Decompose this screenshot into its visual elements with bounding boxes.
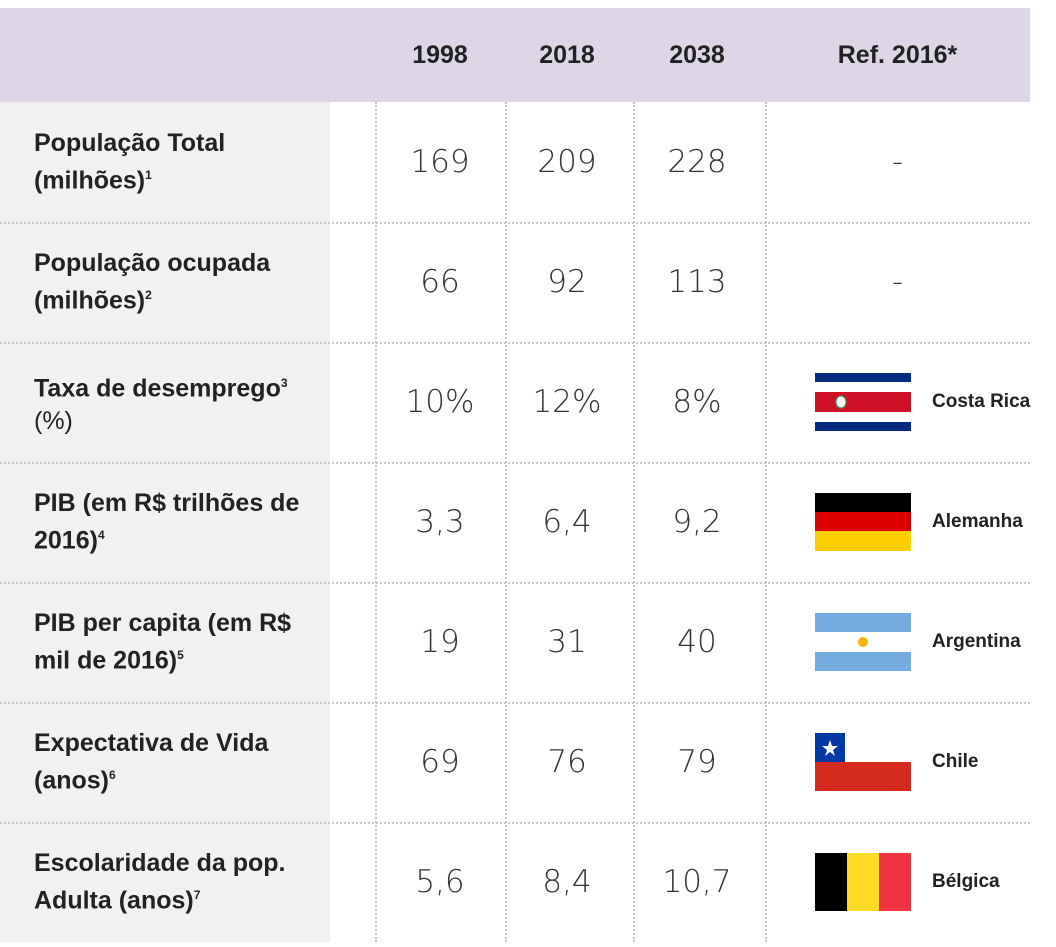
- label-text: População ocupada (milhões)2: [34, 247, 324, 316]
- column-divider: [375, 102, 377, 942]
- header-bg: [0, 8, 1030, 102]
- ref-country: Bélgica: [932, 871, 1000, 892]
- flag: [815, 493, 911, 551]
- cell-value: 40: [677, 624, 717, 660]
- row-label: Escolaridade da pop. Adulta (anos)7: [34, 822, 324, 942]
- footnote: 1: [145, 168, 152, 183]
- label-text: Escolaridade da pop. Adulta (anos)7: [34, 847, 324, 916]
- label-main: Expectativa de Vida (anos): [34, 729, 269, 795]
- label-text: PIB (em R$ trilhões de 2016)4: [34, 487, 324, 556]
- header-cell: Ref. 2016*: [837, 40, 958, 69]
- label-main: População Total (milhões): [34, 129, 226, 195]
- header-cell: 2018: [539, 40, 595, 69]
- cell-value: 8%: [672, 384, 722, 420]
- ref-country: Costa Rica: [932, 391, 1031, 412]
- ref-country: Chile: [932, 751, 979, 772]
- header-cell: 1998: [412, 40, 468, 69]
- footnote: 5: [177, 648, 184, 663]
- cell-value: 31: [547, 624, 587, 660]
- cell-value: 79: [677, 744, 717, 780]
- cell-value: 9,2: [672, 504, 722, 540]
- column-divider: [765, 102, 767, 942]
- label-main: PIB per capita (em R$ mil de 2016): [34, 609, 292, 675]
- ref-country: Alemanha: [932, 511, 1023, 532]
- label-unit: (%): [34, 406, 73, 435]
- cell-value: 69: [420, 744, 460, 780]
- cell-value: 209: [537, 144, 597, 180]
- cell-value: 10,7: [662, 864, 732, 900]
- label-main: Escolaridade da pop. Adulta (anos): [34, 849, 286, 915]
- row-divider: [0, 342, 1030, 344]
- row-label: Taxa de desemprego3 (%): [34, 342, 324, 462]
- row-label: Expectativa de Vida (anos)6: [34, 702, 324, 822]
- cell-value: 6,4: [542, 504, 592, 540]
- flag: [815, 613, 911, 671]
- row-label: População Total (milhões)1: [34, 102, 324, 222]
- footnote: 7: [193, 888, 201, 903]
- cell-value: 10%: [405, 384, 475, 420]
- cell-value: 113: [667, 264, 727, 300]
- footnote: 2: [145, 288, 152, 303]
- cell-value: 76: [547, 744, 587, 780]
- label-text: Taxa de desemprego3 (%): [34, 367, 324, 436]
- cell-value: 92: [547, 264, 587, 300]
- label-main: População ocupada (milhões): [34, 249, 271, 315]
- label-main: Taxa de desemprego: [34, 374, 281, 403]
- ref-country: -: [891, 264, 904, 300]
- row-divider: [0, 582, 1030, 584]
- label-text: Expectativa de Vida (anos)6: [34, 727, 324, 796]
- row-label: População ocupada (milhões)2: [34, 222, 324, 342]
- footnote: 6: [109, 768, 116, 783]
- column-divider: [505, 102, 507, 942]
- cell-value: 8,4: [542, 864, 592, 900]
- row-divider: [0, 822, 1030, 824]
- label-column-bg: [0, 102, 330, 942]
- cell-value: 66: [420, 264, 460, 300]
- flag: [815, 373, 911, 431]
- cell-value: 3,3: [415, 504, 465, 540]
- header-cell: 2038: [669, 40, 725, 69]
- row-divider: [0, 462, 1030, 464]
- label-text: PIB per capita (em R$ mil de 2016)5: [34, 607, 324, 676]
- ref-country: Argentina: [932, 631, 1021, 652]
- cell-value: 12%: [532, 384, 602, 420]
- row-label: PIB (em R$ trilhões de 2016)4: [34, 462, 324, 582]
- row-divider: [0, 222, 1030, 224]
- cell-value: 169: [410, 144, 470, 180]
- footnote: 3: [280, 376, 288, 391]
- label-main: PIB (em R$ trilhões de 2016): [34, 489, 300, 555]
- flag: [815, 853, 911, 911]
- flag: [815, 733, 911, 791]
- ref-country: -: [891, 144, 904, 180]
- footnote: 4: [97, 528, 105, 543]
- cell-value: 19: [420, 624, 460, 660]
- cell-value: 5,6: [415, 864, 465, 900]
- column-divider: [633, 102, 635, 942]
- cell-value: 228: [667, 144, 727, 180]
- row-label: PIB per capita (em R$ mil de 2016)5: [34, 582, 324, 702]
- row-divider: [0, 702, 1030, 704]
- label-text: População Total (milhões)1: [34, 127, 324, 196]
